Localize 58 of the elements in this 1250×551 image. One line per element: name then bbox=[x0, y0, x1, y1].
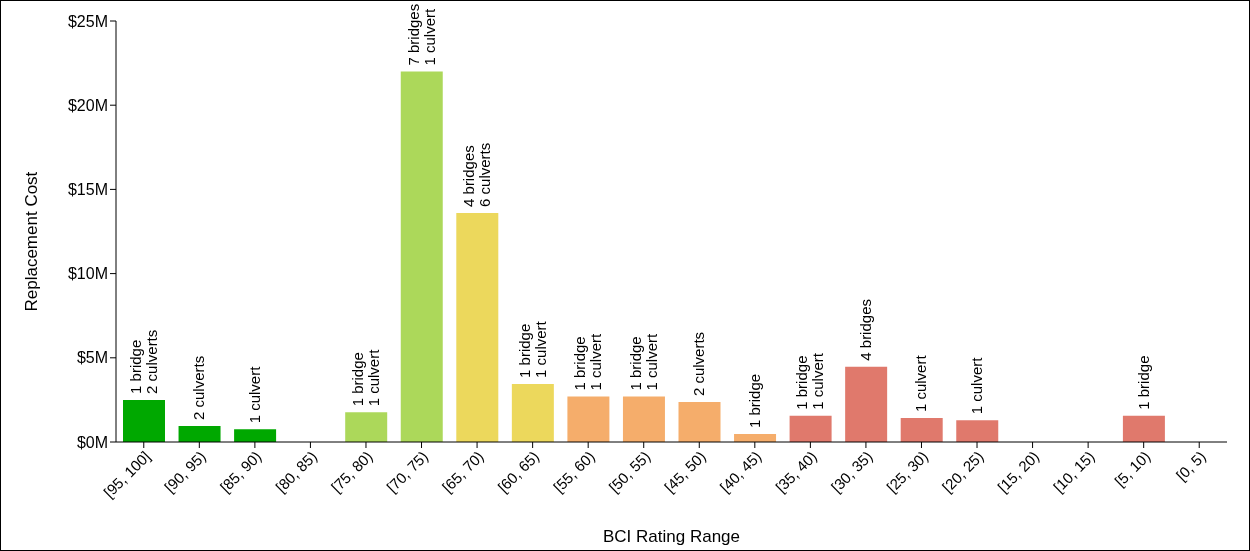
y-tick-label: $15M bbox=[67, 181, 108, 199]
x-tick-label: [90, 95) bbox=[160, 447, 209, 496]
x-tick-label: [0, 5) bbox=[1172, 447, 1209, 484]
bar bbox=[234, 429, 277, 442]
annotation: 7 bridges 1 culvert bbox=[404, 3, 438, 66]
bar bbox=[789, 415, 832, 442]
x-tick-label: [75, 80) bbox=[327, 447, 376, 496]
x-tick-label: [50, 55) bbox=[605, 447, 654, 496]
x-tick-label: [40, 45) bbox=[716, 447, 765, 496]
annotation: 1 bridge 1 culvert bbox=[571, 333, 605, 391]
x-tick-label: [30, 35) bbox=[827, 447, 876, 496]
bar bbox=[400, 71, 443, 442]
bar bbox=[456, 212, 499, 442]
y-tick-label: $5M bbox=[76, 349, 108, 367]
y-axis-title: Replacement Cost bbox=[22, 171, 42, 312]
y-tick-label: $20M bbox=[67, 96, 108, 114]
bar bbox=[956, 420, 999, 442]
bar bbox=[345, 412, 388, 442]
x-tick-label: [5, 10) bbox=[1111, 447, 1154, 490]
annotation: 1 bridge 1 culvert bbox=[626, 333, 660, 391]
bar bbox=[123, 399, 165, 442]
x-tick-label: [80, 85) bbox=[272, 447, 321, 496]
annotation: 1 bridge 1 culvert bbox=[793, 352, 827, 410]
annotation: 2 culverts bbox=[690, 331, 708, 397]
x-tick-label: [45, 50) bbox=[660, 447, 709, 496]
x-tick-label: [55, 60) bbox=[549, 447, 598, 496]
x-axis-title: BCI Rating Range bbox=[602, 527, 741, 546]
annotation: 2 culverts bbox=[190, 355, 208, 420]
annotation: 1 culvert bbox=[912, 354, 930, 413]
bar bbox=[900, 418, 943, 442]
x-tick-label: [60, 65) bbox=[494, 447, 543, 496]
bar bbox=[567, 396, 610, 442]
bar bbox=[1122, 415, 1165, 442]
annotation: 1 bridge 1 culvert bbox=[515, 320, 549, 378]
annotation: 1 bridge bbox=[1134, 355, 1152, 410]
annotation: 4 bridges bbox=[856, 299, 874, 361]
x-tick-label: [35, 40) bbox=[772, 447, 821, 496]
y-tick-label: $0M bbox=[76, 433, 108, 451]
bar bbox=[178, 426, 221, 442]
y-tick-label: $10M bbox=[67, 265, 108, 283]
y-tick-label: $25M bbox=[67, 12, 108, 30]
x-tick-label: [25, 30) bbox=[883, 447, 932, 496]
bar bbox=[678, 402, 721, 442]
annotation: 1 culvert bbox=[968, 356, 986, 415]
x-tick-label: [20, 25) bbox=[938, 447, 987, 496]
annotation: 4 bridges 6 culverts bbox=[460, 142, 494, 207]
x-tick-label: [10, 15) bbox=[1049, 447, 1098, 496]
bar bbox=[511, 383, 554, 442]
annotation: 1 culvert bbox=[245, 365, 263, 424]
bar bbox=[845, 366, 888, 442]
x-tick-label: [65, 70) bbox=[438, 447, 487, 496]
x-tick-label: [85, 90) bbox=[216, 447, 265, 496]
annotation: 1 bridge 1 culvert bbox=[348, 348, 382, 407]
x-tick-label: [70, 75) bbox=[383, 447, 432, 496]
x-tick-label: [15, 20) bbox=[994, 447, 1043, 496]
annotation: 1 bridge 2 culverts bbox=[126, 329, 160, 394]
annotation: 1 bridge bbox=[745, 373, 763, 429]
bar bbox=[622, 396, 665, 442]
